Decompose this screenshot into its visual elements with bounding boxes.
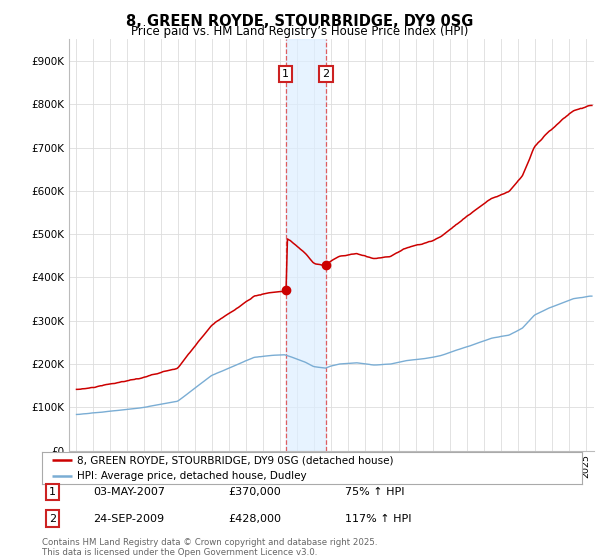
Text: 8, GREEN ROYDE, STOURBRIDGE, DY9 0SG: 8, GREEN ROYDE, STOURBRIDGE, DY9 0SG — [127, 14, 473, 29]
Text: Contains HM Land Registry data © Crown copyright and database right 2025.
This d: Contains HM Land Registry data © Crown c… — [42, 538, 377, 557]
Text: 03-MAY-2007: 03-MAY-2007 — [93, 487, 165, 497]
Text: 2: 2 — [49, 514, 56, 524]
Bar — [286, 39, 326, 451]
Text: 1: 1 — [49, 487, 56, 497]
Text: 2: 2 — [323, 69, 329, 79]
Text: 117% ↑ HPI: 117% ↑ HPI — [345, 514, 412, 524]
Text: £370,000: £370,000 — [228, 487, 281, 497]
Text: 8, GREEN ROYDE, STOURBRIDGE, DY9 0SG (detached house): 8, GREEN ROYDE, STOURBRIDGE, DY9 0SG (de… — [77, 455, 394, 465]
Text: Price paid vs. HM Land Registry’s House Price Index (HPI): Price paid vs. HM Land Registry’s House … — [131, 25, 469, 38]
Text: 1: 1 — [282, 69, 289, 79]
Text: HPI: Average price, detached house, Dudley: HPI: Average price, detached house, Dudl… — [77, 472, 307, 482]
Text: 75% ↑ HPI: 75% ↑ HPI — [345, 487, 404, 497]
Text: £428,000: £428,000 — [228, 514, 281, 524]
Text: 24-SEP-2009: 24-SEP-2009 — [93, 514, 164, 524]
